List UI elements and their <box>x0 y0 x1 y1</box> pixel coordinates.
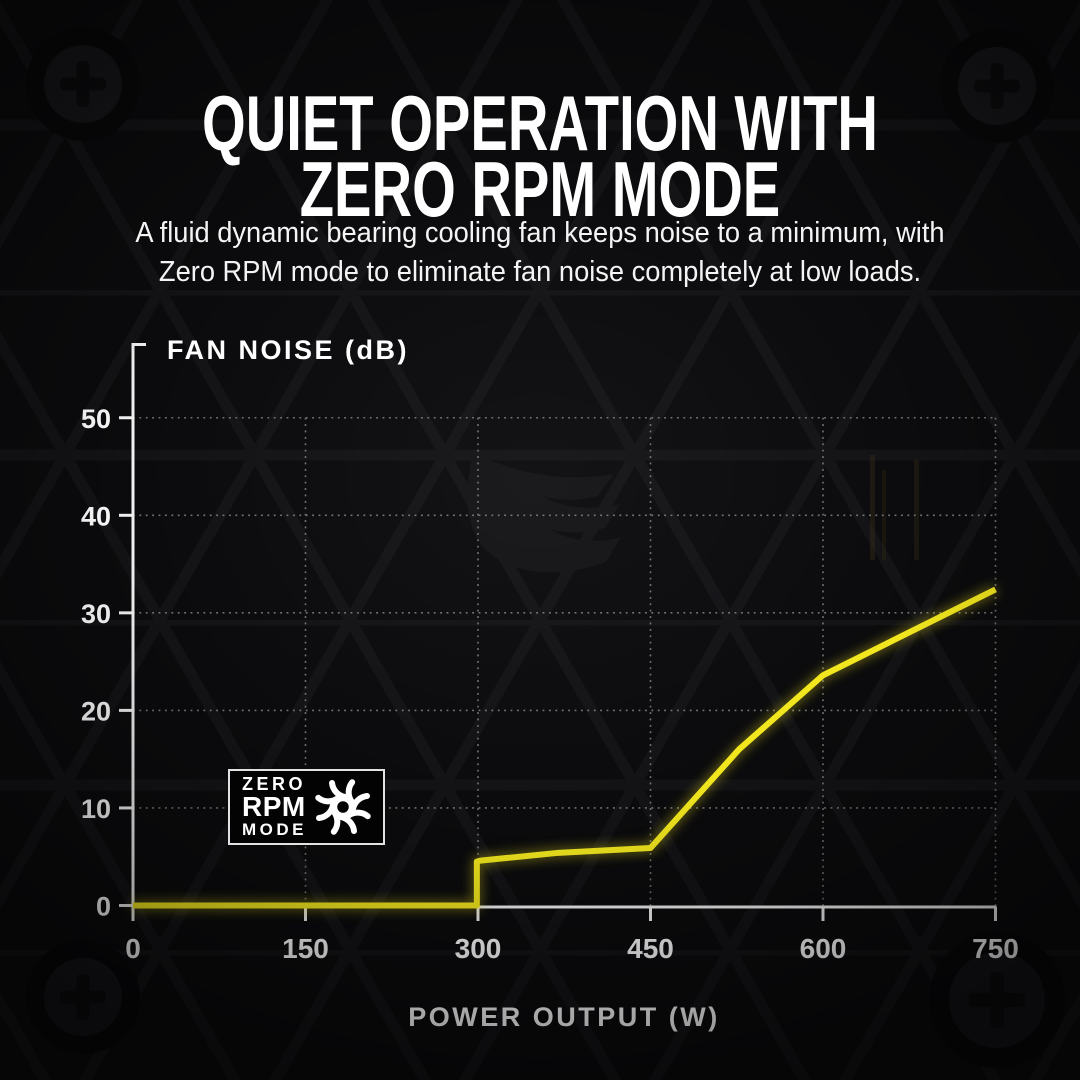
x-tick-label-450: 450 <box>627 933 674 964</box>
zero-rpm-mode-badge: ZERO RPM MODE <box>228 769 385 845</box>
zero-rpm-badge-text: ZERO RPM MODE <box>242 774 307 840</box>
badge-label-zero: ZERO <box>242 774 307 794</box>
y-tick-label-40: 40 <box>81 501 111 531</box>
page-title: QUIET OPERATION WITH ZERO RPM MODE <box>151 84 929 228</box>
y-tick-label-20: 20 <box>81 696 111 726</box>
badge-label-rpm: RPM <box>242 791 306 822</box>
badge-label-mode: MODE <box>242 820 307 839</box>
title-line-2: ZERO RPM MODE <box>299 145 781 234</box>
corsair-sails-logo <box>467 452 621 573</box>
subtitle: A fluid dynamic bearing cooling fan keep… <box>32 214 1047 292</box>
y-tick-label-10: 10 <box>81 794 111 824</box>
x-axis-title: POWER OUTPUT (W) <box>408 1002 719 1032</box>
subtitle-line-1: A fluid dynamic bearing cooling fan keep… <box>135 217 945 249</box>
y-axis-title: FAN NOISE (dB) <box>167 335 409 365</box>
fan-noise-curve <box>133 586 997 909</box>
y-tick-label-0: 0 <box>96 892 111 922</box>
x-tick-label-300: 300 <box>455 933 502 964</box>
y-tick-label-50: 50 <box>81 404 111 434</box>
y-tick-label-30: 30 <box>81 599 111 629</box>
x-tick-label-150: 150 <box>282 933 329 964</box>
x-tick-label-750: 750 <box>972 933 1019 964</box>
x-tick-label-0: 0 <box>125 933 141 964</box>
fan-icon <box>315 779 371 835</box>
cable-streaks <box>870 455 919 560</box>
subtitle-line-2: Zero RPM mode to eliminate fan noise com… <box>158 256 922 288</box>
title-line-1: QUIET OPERATION WITH <box>202 79 878 168</box>
phillips-screw-icon <box>26 27 1065 1068</box>
x-tick-label-600: 600 <box>800 933 847 964</box>
